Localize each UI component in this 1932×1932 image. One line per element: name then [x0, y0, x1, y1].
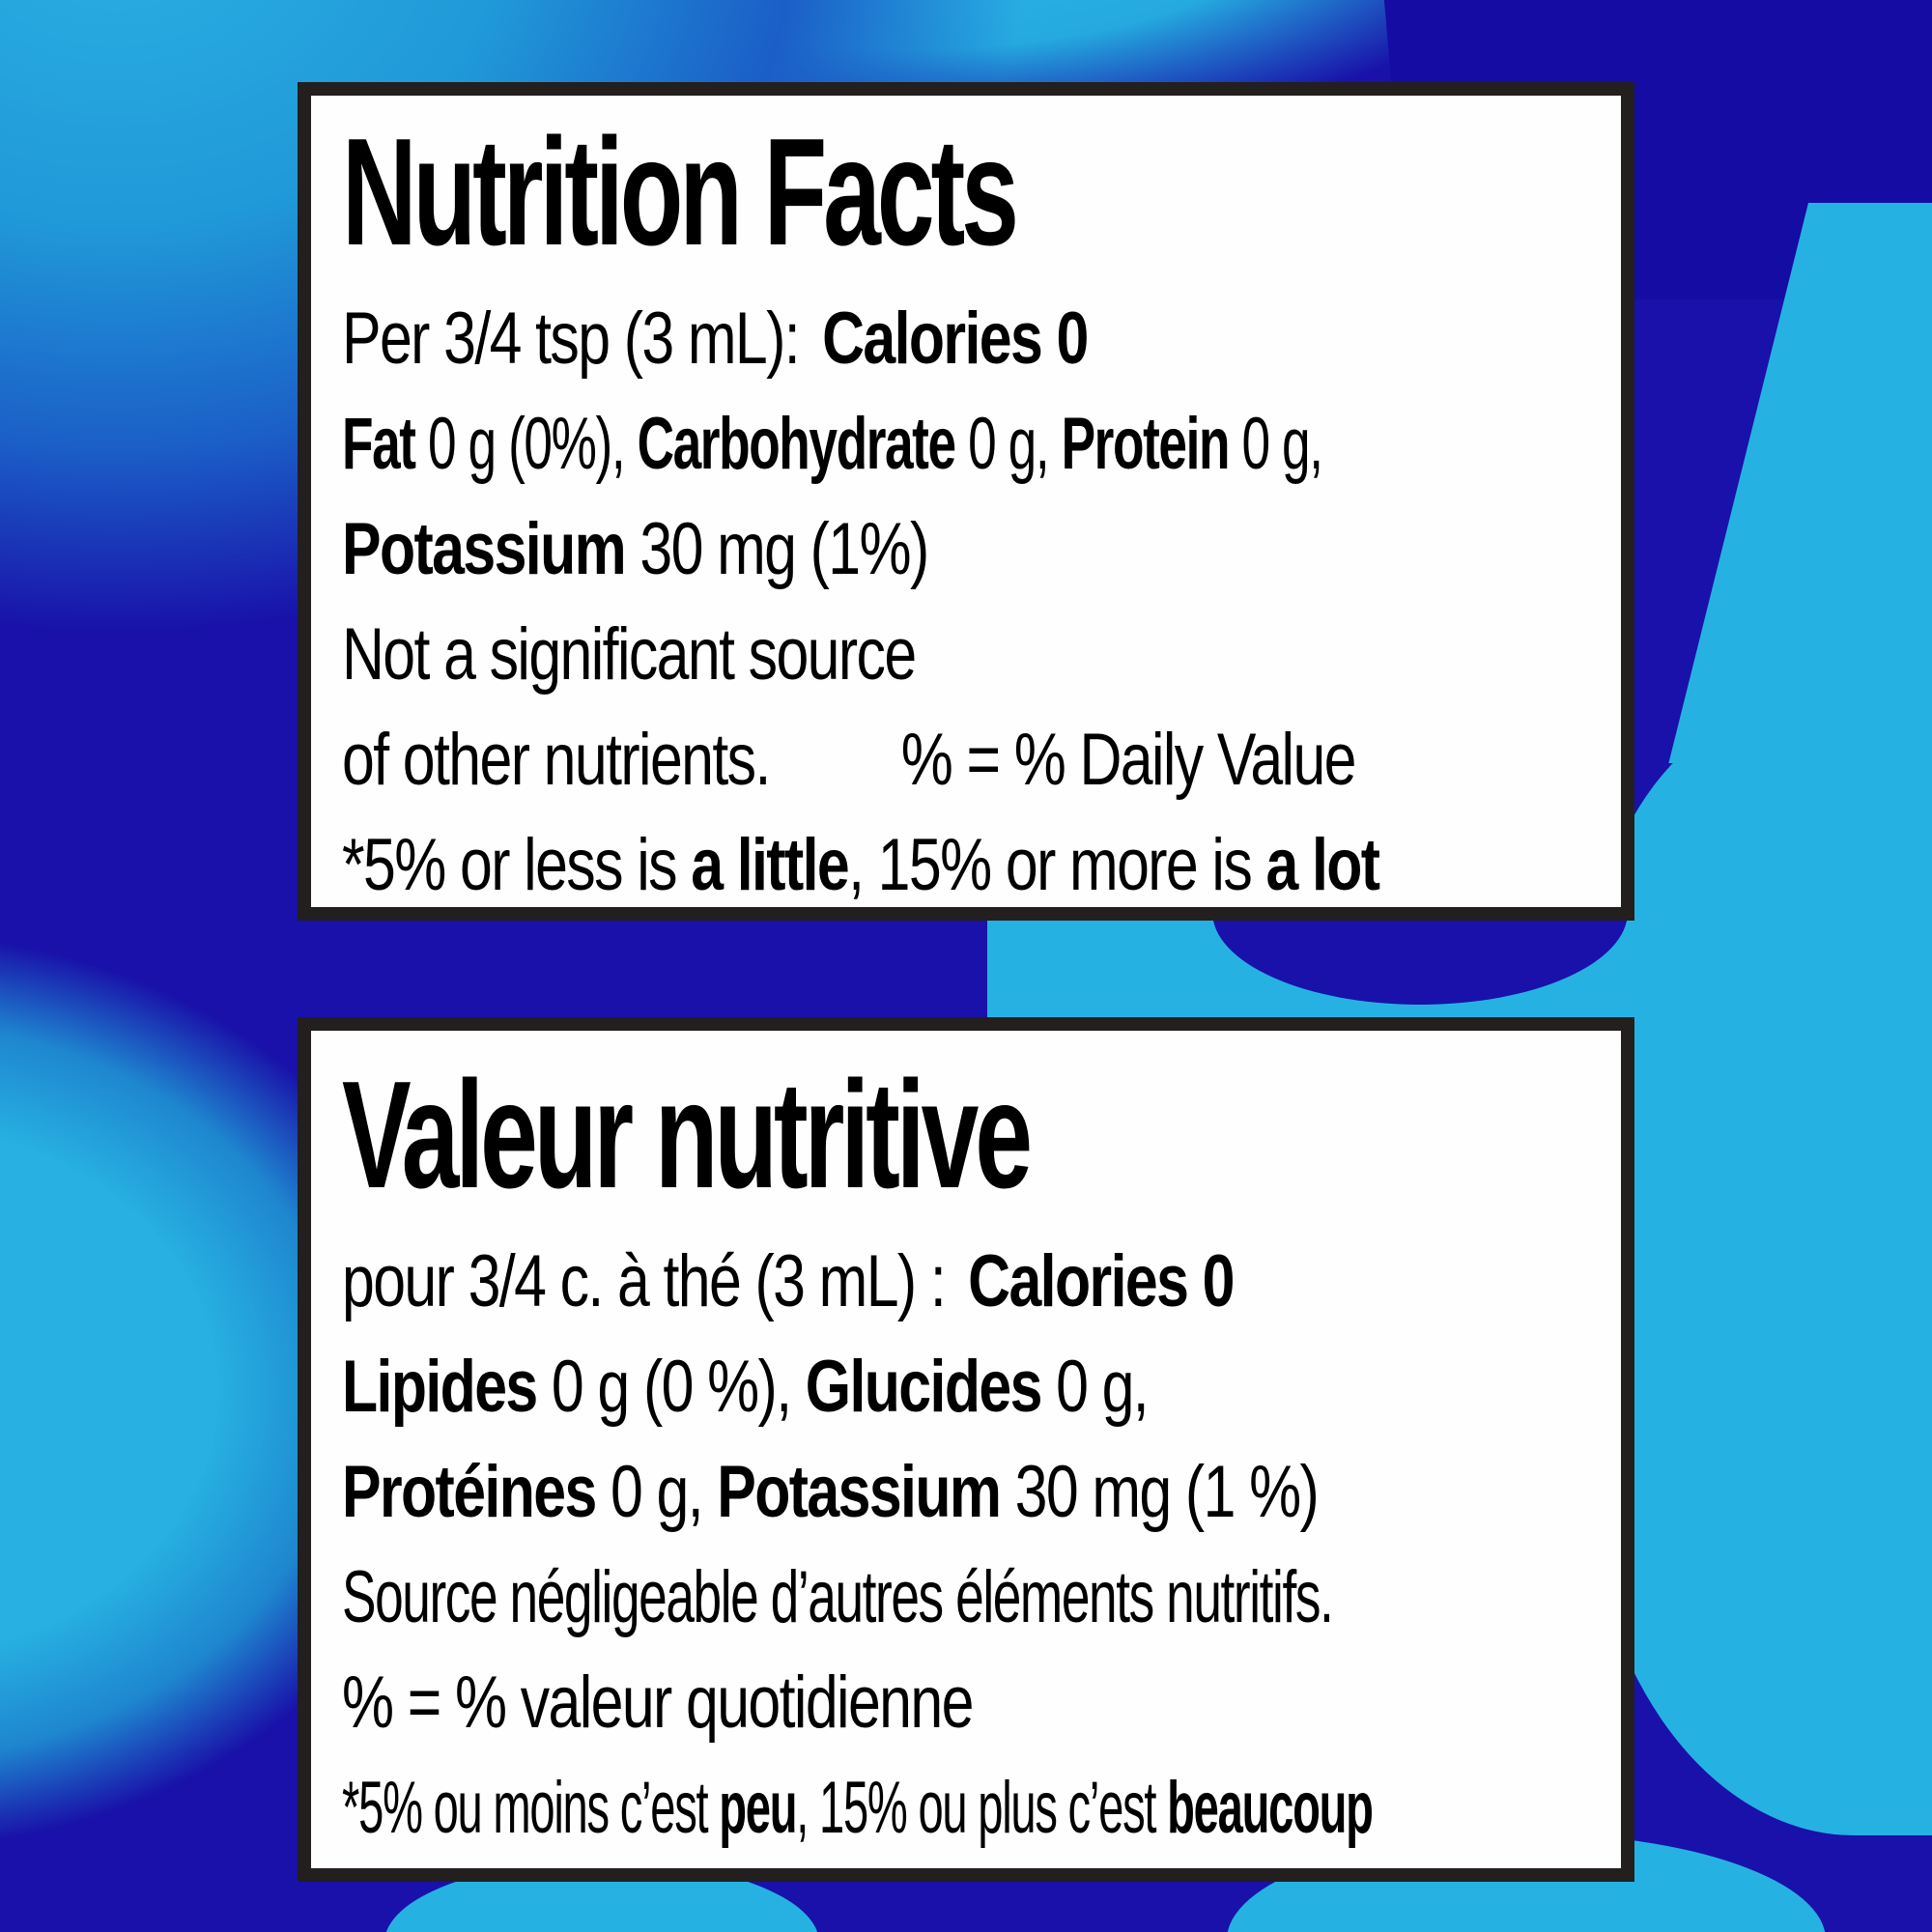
- en-title-text: Nutrition Facts: [342, 107, 1019, 277]
- fr-not-significant-line: Source négligeable d’autres éléments nut…: [342, 1545, 1604, 1650]
- fr-lipides-label: Lipides: [342, 1346, 538, 1428]
- en-carbohydrate-label: Carbohydrate: [637, 403, 956, 485]
- fr-daily-value-line: % = % valeur quotidienne: [342, 1650, 1604, 1755]
- en-footnote-line: *5% or less is a little, 15% or more is …: [342, 812, 1604, 918]
- fr-calories-value: Calories 0: [968, 1240, 1235, 1322]
- en-serving-calories-line: Per 3/4 tsp (3 mL): Calories 0: [342, 286, 1604, 391]
- fr-proteines-label: Protéines: [342, 1451, 597, 1533]
- fr-daily-value-note: % = % valeur quotidienne: [342, 1662, 974, 1744]
- fr-footnote-text2: , 15% ou plus c’est: [796, 1767, 1168, 1849]
- en-serving-size: Per 3/4 tsp (3 mL):: [342, 298, 801, 380]
- fr-footnote-beaucoup: beaucoup: [1167, 1767, 1374, 1849]
- fr-potassium-value: 30 mg (1 %): [1000, 1451, 1320, 1533]
- en-carbohydrate-value: 0 g,: [954, 403, 1062, 485]
- fr-serving-calories-line: pour 3/4 c. à thé (3 mL) : Calories 0: [342, 1229, 1604, 1334]
- fr-title: Valeur nutritive: [342, 1042, 1604, 1229]
- nutrition-facts-panel-fr: Valeur nutritive pour 3/4 c. à thé (3 mL…: [298, 1017, 1634, 1882]
- en-footnote-text1: *5% or less is: [342, 824, 692, 906]
- en-potassium-value: 30 mg (1%): [625, 508, 929, 590]
- en-title: Nutrition Facts: [342, 99, 1604, 286]
- en-potassium-line: Potassium 30 mg (1%): [342, 497, 1604, 602]
- en-not-significant-text2: of other nutrients.: [342, 719, 771, 801]
- en-fat-label: Fat: [342, 403, 416, 485]
- fr-proteines-value: 0 g,: [595, 1451, 718, 1533]
- en-potassium-label: Potassium: [342, 508, 627, 590]
- en-not-significant-line1: Not a significant source: [342, 602, 1604, 707]
- fr-serving-size: pour 3/4 c. à thé (3 mL) :: [342, 1240, 947, 1322]
- fr-footnote-peu: peu: [719, 1767, 797, 1849]
- en-not-significant-text1: Not a significant source: [342, 613, 917, 696]
- fr-lipides-value: 0 g (0 %),: [536, 1346, 806, 1428]
- fr-footnote-text1: *5% ou moins c’est: [342, 1767, 720, 1849]
- background-cyan-ribbon-right: [1584, 705, 1932, 1835]
- en-footnote-a-little: a little: [691, 824, 849, 906]
- fr-macronutrients-line1: Lipides 0 g (0 %), Glucides 0 g,: [342, 1334, 1604, 1439]
- en-footnote-text2: , 15% or more is: [848, 824, 1266, 906]
- fr-not-significant-text: Source négligeable d’autres éléments nut…: [342, 1556, 1334, 1638]
- fr-potassium-label: Potassium: [717, 1451, 1002, 1533]
- en-footnote-a-lot: a lot: [1265, 824, 1380, 906]
- fr-macronutrients-line2: Protéines 0 g, Potassium 30 mg (1 %): [342, 1439, 1604, 1545]
- en-protein-value: 0 g,: [1229, 403, 1323, 485]
- en-protein-label: Protein: [1061, 403, 1231, 485]
- nutrition-facts-panel-en: Nutrition Facts Per 3/4 tsp (3 mL): Calor…: [298, 82, 1634, 921]
- fr-title-text: Valeur nutritive: [342, 1050, 1033, 1220]
- fr-footnote-line: *5% ou moins c’est peu, 15% ou plus c’es…: [342, 1755, 1604, 1861]
- en-not-significant-line2: of other nutrients. % = % Daily Value: [342, 707, 1604, 812]
- en-macronutrients-line: Fat 0 g (0%), Carbohydrate 0 g, Protein …: [342, 391, 1604, 497]
- en-calories-value: Calories 0: [822, 298, 1089, 380]
- en-fat-value: 0 g (0%),: [414, 403, 638, 485]
- fr-glucides-label: Glucides: [805, 1346, 1043, 1428]
- en-daily-value-note: % = % Daily Value: [900, 719, 1357, 801]
- fr-glucides-value: 0 g,: [1040, 1346, 1150, 1428]
